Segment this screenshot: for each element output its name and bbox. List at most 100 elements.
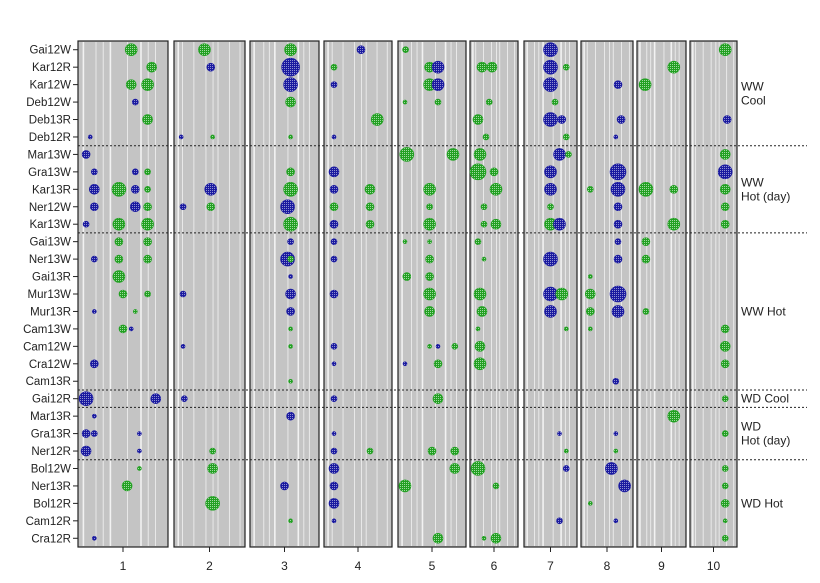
- data-point: [178, 134, 184, 140]
- data-point: [329, 219, 339, 229]
- row-label: Mur13R: [30, 306, 71, 318]
- column-label: 1: [120, 559, 127, 573]
- data-point: [118, 324, 128, 334]
- data-point: [641, 254, 651, 264]
- data-point: [144, 290, 151, 298]
- data-point: [473, 287, 487, 301]
- data-point: [638, 78, 652, 91]
- data-point: [205, 496, 220, 511]
- group-label: WD Cool: [741, 392, 789, 406]
- data-point: [492, 482, 500, 490]
- data-points: [78, 42, 733, 544]
- row-label: Ner13R: [31, 481, 71, 493]
- data-point: [283, 77, 298, 92]
- panel-9: [636, 40, 687, 548]
- data-point: [482, 133, 490, 141]
- data-point: [719, 341, 731, 352]
- data-point: [543, 251, 558, 267]
- data-point: [721, 482, 729, 490]
- data-point: [180, 344, 186, 349]
- row-label: Mar13W: [28, 149, 72, 161]
- data-point: [80, 445, 92, 457]
- data-point: [481, 535, 487, 541]
- column-label: 8: [604, 559, 611, 573]
- data-point: [474, 341, 486, 352]
- data-point: [331, 431, 337, 436]
- row-label: Cam12R: [26, 516, 71, 528]
- column-label: 5: [429, 559, 436, 573]
- data-point: [366, 447, 374, 455]
- data-point: [614, 238, 622, 245]
- row-label: Gai13R: [32, 272, 71, 284]
- data-point: [144, 186, 151, 193]
- data-point: [179, 290, 187, 298]
- row-label: Kar13W: [29, 219, 71, 231]
- data-point: [114, 254, 124, 264]
- data-point: [137, 466, 142, 471]
- data-point: [90, 202, 99, 212]
- data-point: [280, 481, 289, 491]
- column-label: 2: [206, 559, 213, 573]
- data-point: [543, 42, 558, 58]
- data-point: [206, 62, 216, 72]
- data-point: [91, 255, 98, 263]
- data-point: [669, 185, 679, 194]
- data-point: [370, 113, 384, 126]
- row-label: Kar12W: [29, 80, 71, 92]
- group-separators: [78, 145, 807, 461]
- data-point: [210, 134, 215, 140]
- data-point: [432, 393, 444, 404]
- row-label: Gai12W: [29, 45, 71, 57]
- data-point: [426, 203, 433, 211]
- data-point: [481, 256, 487, 262]
- data-point: [490, 218, 502, 230]
- data-point: [329, 481, 339, 491]
- data-point: [143, 237, 152, 246]
- panel-3: [249, 40, 320, 548]
- data-point: [281, 57, 300, 77]
- data-point: [365, 219, 375, 229]
- data-point: [563, 326, 569, 332]
- data-point: [87, 134, 93, 140]
- data-point: [717, 164, 733, 180]
- data-point: [427, 239, 432, 244]
- data-point: [402, 46, 409, 54]
- data-point: [611, 305, 625, 318]
- data-point: [432, 532, 444, 544]
- data-point: [402, 361, 408, 367]
- group-label: WW Cool: [741, 79, 766, 107]
- data-point: [551, 98, 559, 106]
- data-point: [424, 306, 435, 317]
- group-label: WD Hot (day): [741, 420, 790, 448]
- data-point: [330, 238, 338, 245]
- data-point: [613, 202, 623, 212]
- data-point: [584, 288, 596, 300]
- data-point: [286, 411, 295, 421]
- data-point: [132, 168, 139, 176]
- data-point: [329, 202, 339, 212]
- data-point: [450, 446, 460, 456]
- data-point: [667, 60, 681, 74]
- data-point: [285, 288, 296, 300]
- data-point: [431, 78, 445, 91]
- data-point: [722, 115, 732, 124]
- group-labels: WW Cool WW Hot (day) WW Hot WD Cool WD Hot (day…: [741, 79, 790, 510]
- data-point: [565, 151, 572, 158]
- data-point: [612, 377, 620, 385]
- data-point: [718, 43, 732, 57]
- data-point: [137, 448, 142, 454]
- data-point: [719, 149, 731, 160]
- data-point: [121, 480, 133, 492]
- data-point: [114, 237, 124, 246]
- data-point: [287, 255, 294, 263]
- data-point: [547, 203, 554, 211]
- data-point: [280, 199, 295, 215]
- data-point: [557, 431, 562, 436]
- data-point: [667, 217, 681, 231]
- row-label: Cam12W: [23, 341, 71, 353]
- data-point: [544, 183, 557, 196]
- data-point: [181, 395, 188, 402]
- data-point: [365, 202, 375, 212]
- row-label: Deb13R: [29, 115, 71, 127]
- data-point: [543, 77, 558, 92]
